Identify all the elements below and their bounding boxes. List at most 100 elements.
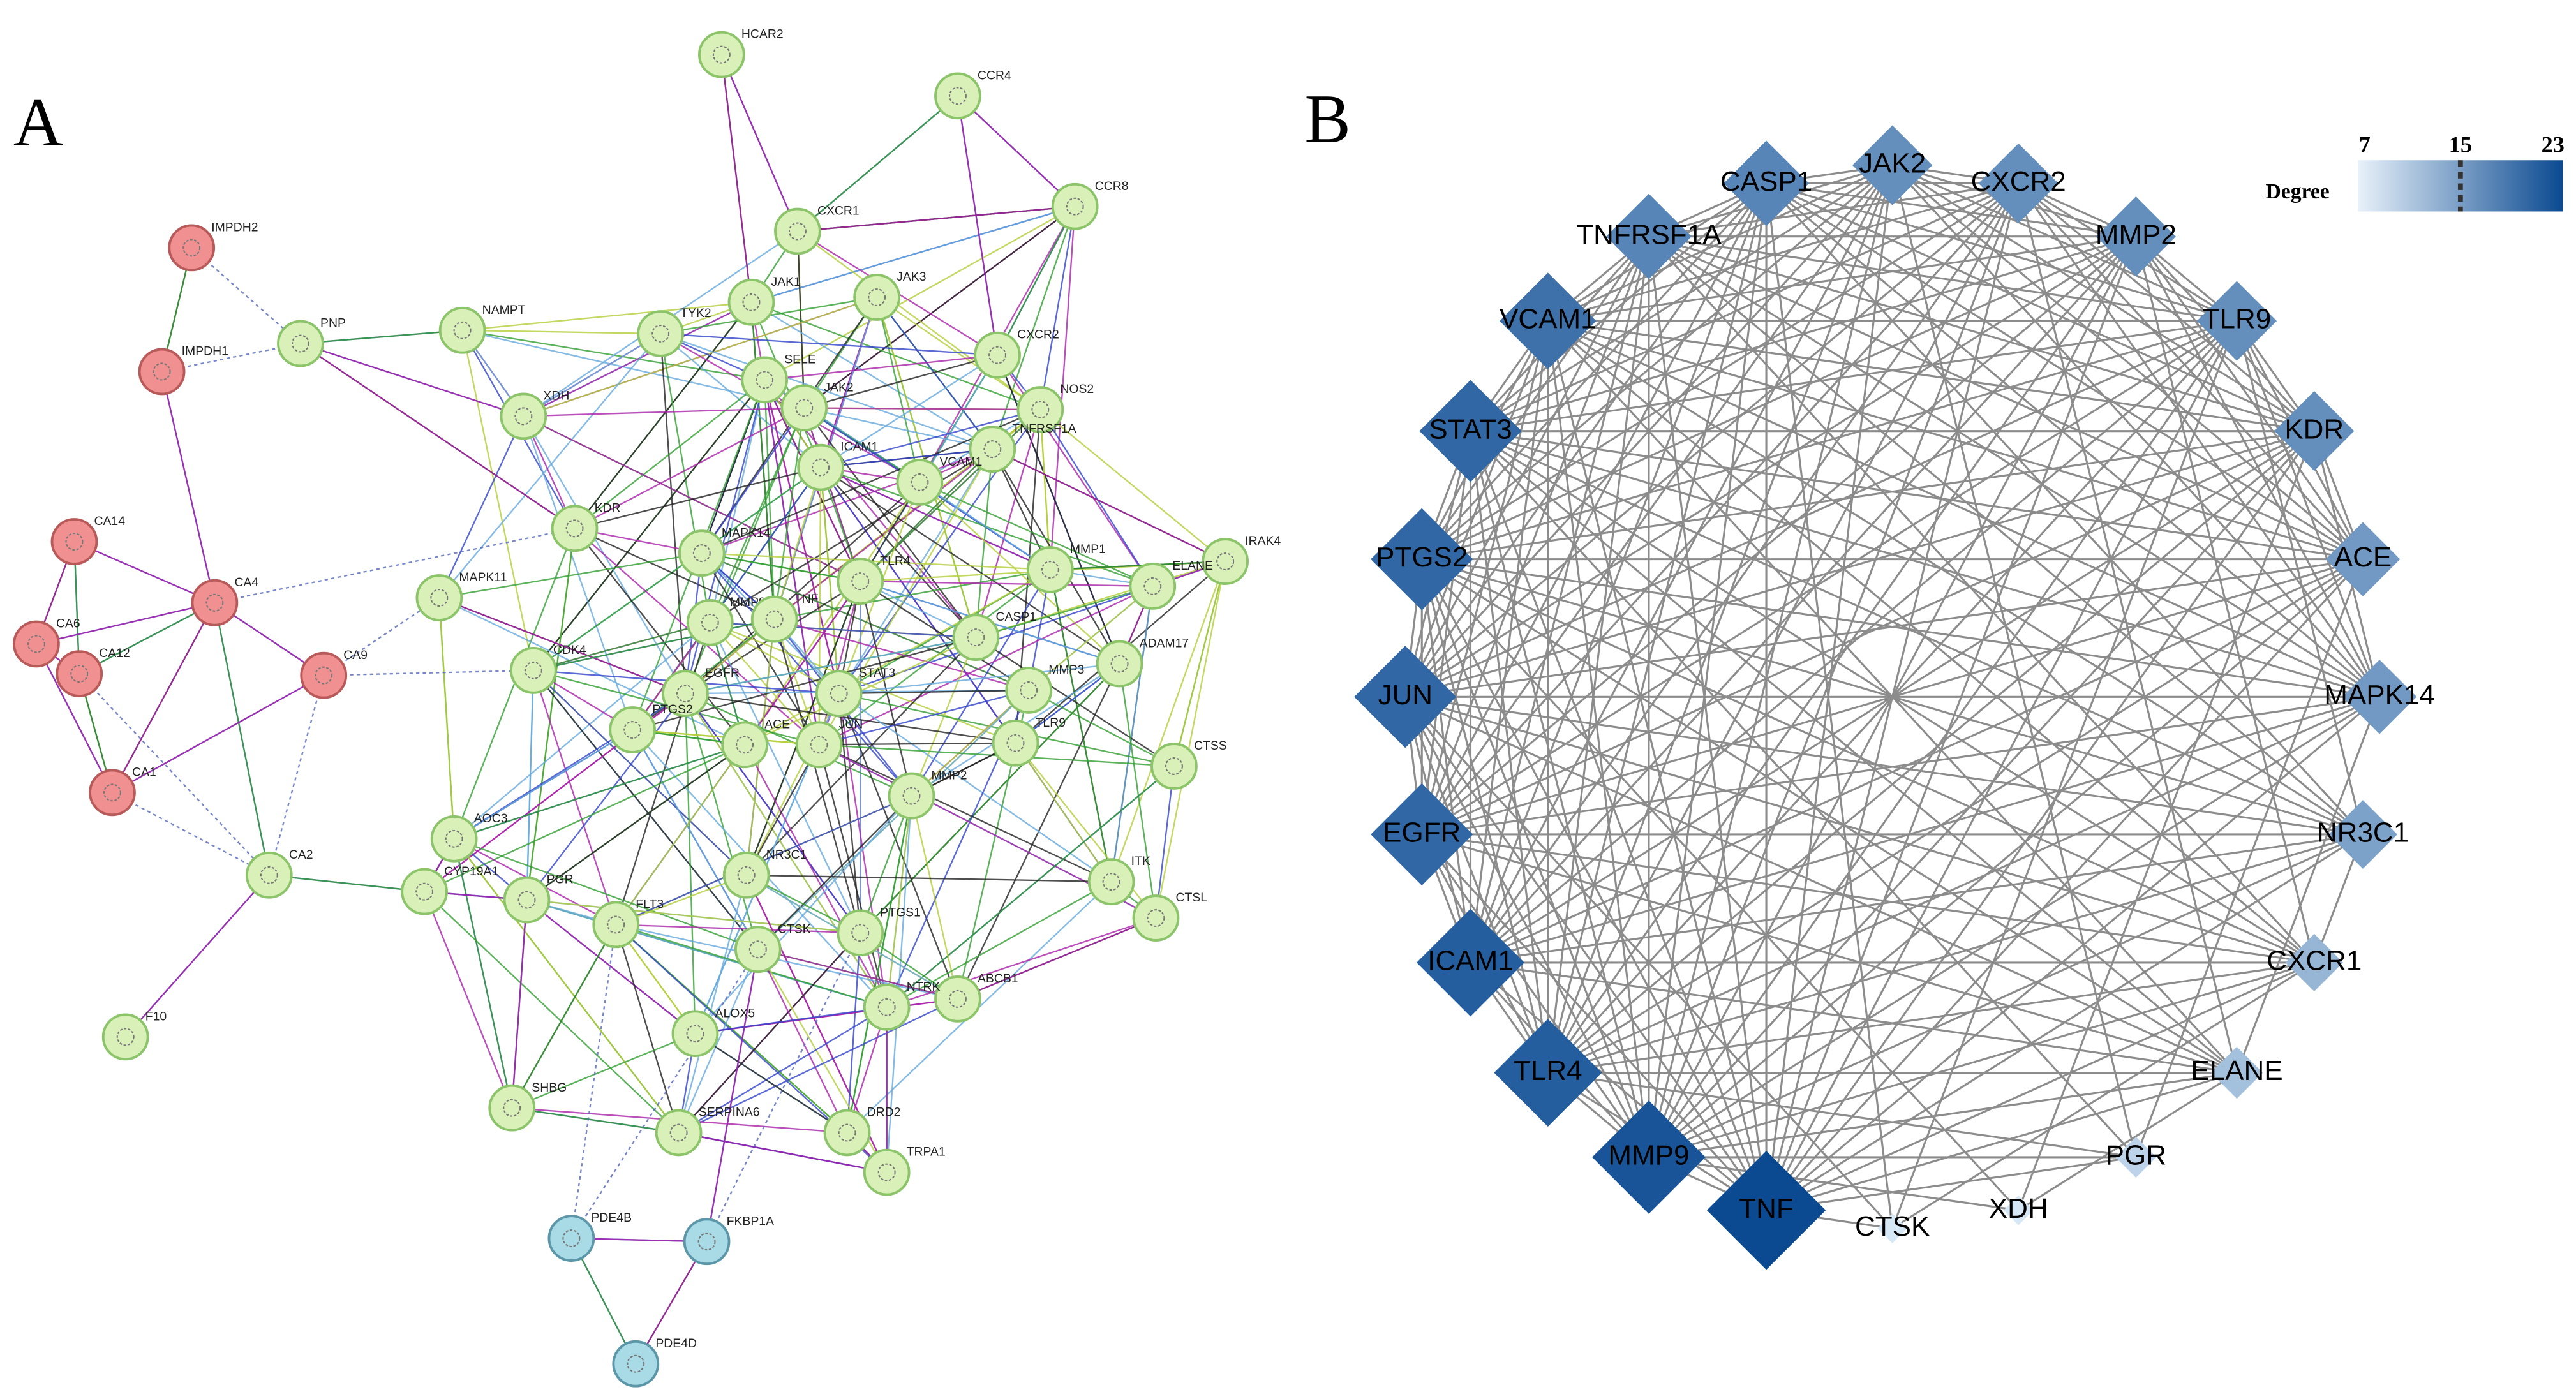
- degree-node: [1354, 646, 1457, 748]
- edge: [1547, 833, 2364, 1074]
- protein-structure: [623, 721, 642, 739]
- protein-structure: [562, 1229, 581, 1248]
- edge: [1547, 695, 2380, 1074]
- edge: [1420, 834, 1650, 1158]
- edge: [1766, 182, 2364, 560]
- protein-structure: [260, 866, 278, 884]
- edge: [710, 621, 840, 695]
- edge: [532, 670, 617, 925]
- edge: [1404, 696, 1768, 1211]
- protein-structure: [627, 1354, 645, 1373]
- protein-label: CASP1: [995, 610, 1036, 624]
- edge: [684, 693, 696, 1034]
- edge: [523, 407, 805, 417]
- edge: [678, 949, 759, 1133]
- edge: [1404, 695, 2238, 1074]
- protein-structure: [1066, 197, 1084, 216]
- node-label: MMP2: [2096, 219, 2177, 250]
- protein-structure: [902, 787, 921, 805]
- legend-tick-label: 23: [2542, 131, 2565, 157]
- edge: [615, 744, 746, 926]
- protein-node: [1202, 538, 1249, 585]
- protein-node: [1096, 640, 1143, 688]
- node-label: MMP9: [1608, 1140, 1689, 1171]
- protein-node: [1051, 182, 1099, 230]
- protein-node: [721, 721, 768, 769]
- protein-node: [974, 331, 1021, 379]
- protein-node: [992, 719, 1039, 767]
- panel-a-nodes: HCAR2 CCR4 CCR8 IMPDH2 PNP IMPDH1 NAMPT CXCR1 JA…: [13, 27, 1281, 1388]
- edge: [112, 674, 324, 794]
- edge: [820, 466, 1051, 571]
- protein-node: [191, 579, 239, 626]
- edge: [773, 467, 822, 620]
- protein-label: CA6: [56, 617, 80, 631]
- protein-structure: [692, 544, 711, 563]
- protein-label: MMP3: [1048, 663, 1084, 677]
- edge: [820, 408, 1041, 468]
- protein-label: PGR: [547, 873, 574, 887]
- protein-node: [438, 306, 486, 354]
- protein-structure: [70, 665, 89, 683]
- protein-structure: [116, 1028, 135, 1046]
- edge: [1049, 206, 1076, 570]
- edge: [1119, 663, 1157, 919]
- legend-title: Degree: [2265, 180, 2329, 204]
- edge: [701, 552, 912, 797]
- edge: [744, 569, 1051, 746]
- edge: [1766, 961, 2315, 1211]
- edge: [1469, 431, 1549, 1073]
- edge: [1039, 409, 1226, 562]
- protein-node: [888, 772, 935, 820]
- edge: [975, 637, 1175, 767]
- edge: [570, 949, 759, 1239]
- protein-label: IMPDH2: [211, 221, 258, 235]
- protein-label: NAMPT: [482, 303, 526, 317]
- protein-node: [797, 443, 845, 491]
- protein-node: [952, 614, 1000, 662]
- edge: [694, 1033, 848, 1134]
- protein-node: [13, 620, 60, 668]
- edge: [1648, 320, 2238, 1158]
- protein-node: [488, 1084, 536, 1132]
- degree-node: [1417, 908, 1524, 1017]
- edge: [512, 1107, 679, 1134]
- edge: [875, 297, 921, 483]
- protein-label: PDE4B: [591, 1211, 632, 1225]
- edge: [709, 622, 820, 746]
- edge: [706, 932, 861, 1242]
- protein-label: MMP1: [1070, 542, 1106, 556]
- protein-node: [741, 356, 789, 404]
- protein-node: [686, 598, 734, 646]
- protein-structure: [748, 940, 767, 959]
- edge: [1039, 409, 1154, 587]
- edge: [803, 407, 977, 638]
- protein-node: [780, 384, 828, 432]
- edge: [1404, 430, 2315, 698]
- edge: [678, 932, 861, 1134]
- protein-label: IRAK4: [1245, 534, 1281, 548]
- edge: [710, 448, 993, 623]
- edge: [269, 874, 425, 892]
- protein-label: CDK4: [553, 643, 586, 657]
- protein-node: [138, 348, 186, 396]
- edge: [764, 205, 1076, 381]
- edge: [1028, 689, 1175, 767]
- edge: [1420, 559, 1472, 963]
- degree-node: [2096, 196, 2176, 277]
- edge: [35, 643, 114, 793]
- protein-structure: [737, 866, 756, 884]
- protein-node: [1129, 563, 1177, 610]
- edge: [1470, 833, 2364, 964]
- protein-label: MMP2: [932, 769, 967, 783]
- edge: [438, 596, 745, 746]
- edge: [694, 795, 912, 1034]
- protein-label: AOC3: [474, 811, 508, 826]
- edge: [1547, 235, 2137, 1074]
- protein-structure: [1102, 873, 1120, 891]
- node-label: VCAM1: [1500, 304, 1597, 335]
- edge: [1648, 558, 2364, 1159]
- protein-structure: [205, 593, 224, 612]
- edge: [1648, 235, 2364, 836]
- edge: [1470, 430, 2364, 836]
